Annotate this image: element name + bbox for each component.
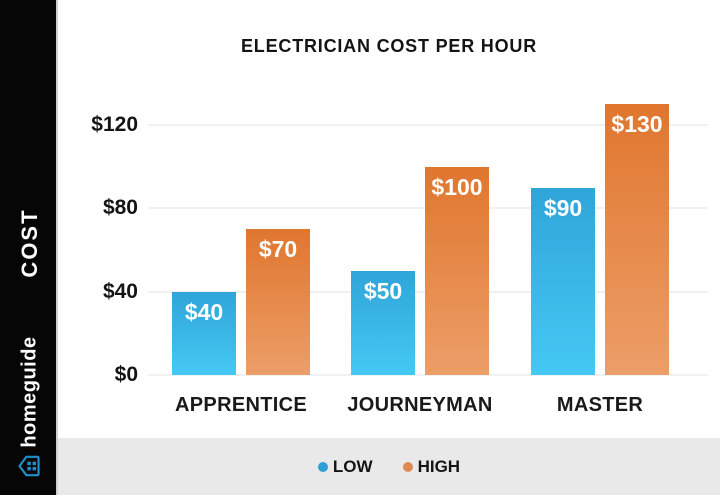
bar-low-journeyman: $50 bbox=[351, 271, 415, 375]
footer-strip: LOW HIGH bbox=[58, 438, 720, 495]
legend-dot-high bbox=[402, 461, 413, 472]
bar-value-label: $100 bbox=[431, 174, 483, 200]
brand-name: homeguide bbox=[18, 336, 41, 448]
sidebar: COST homeguide bbox=[0, 0, 58, 495]
bar-low-master: $90 bbox=[531, 188, 595, 375]
category-label-journeyman: JOURNEYMAN bbox=[347, 394, 493, 416]
bar-high-apprentice: $70 bbox=[246, 229, 310, 375]
legend-dot-low bbox=[317, 461, 328, 472]
bar-value-label: $40 bbox=[184, 299, 224, 325]
bar-value-label: $90 bbox=[543, 195, 583, 221]
y-axis-tick-$80: $80 bbox=[102, 196, 138, 220]
legend-item-low: LOW bbox=[317, 456, 373, 477]
y-axis-tick-$0: $0 bbox=[114, 363, 138, 386]
y-axis-tick-$120: $120 bbox=[91, 113, 138, 137]
y-axis-tick-$40: $40 bbox=[102, 279, 138, 303]
cost-axis-label: COST bbox=[17, 208, 42, 278]
legend-label-high: HIGH bbox=[417, 456, 461, 476]
bar-value-label: $130 bbox=[611, 111, 663, 137]
bar-value-label: $50 bbox=[363, 278, 403, 304]
gridline-$0 bbox=[148, 374, 708, 376]
chart-title: ELECTRICIAN COST PER HOUR bbox=[240, 36, 537, 56]
legend-item-high: HIGH bbox=[402, 456, 461, 477]
gridline-$120 bbox=[148, 124, 708, 127]
bar-value-label: $70 bbox=[258, 236, 298, 262]
bar-low-apprentice: $40 bbox=[172, 292, 236, 375]
category-label-apprentice: APPRENTICE bbox=[175, 394, 307, 416]
category-label-master: MASTER bbox=[556, 394, 644, 416]
bar-high-journeyman: $100 bbox=[425, 167, 489, 375]
bar-chart: $0 $40 $80 $120 $40 $70 APPRENTICE $50 $100 JOURN… bbox=[91, 104, 708, 416]
chart-legend: LOW HIGH bbox=[58, 438, 720, 495]
house-icon bbox=[16, 453, 42, 479]
legend-label-low: LOW bbox=[332, 456, 373, 476]
bar-high-master: $130 bbox=[605, 104, 669, 375]
